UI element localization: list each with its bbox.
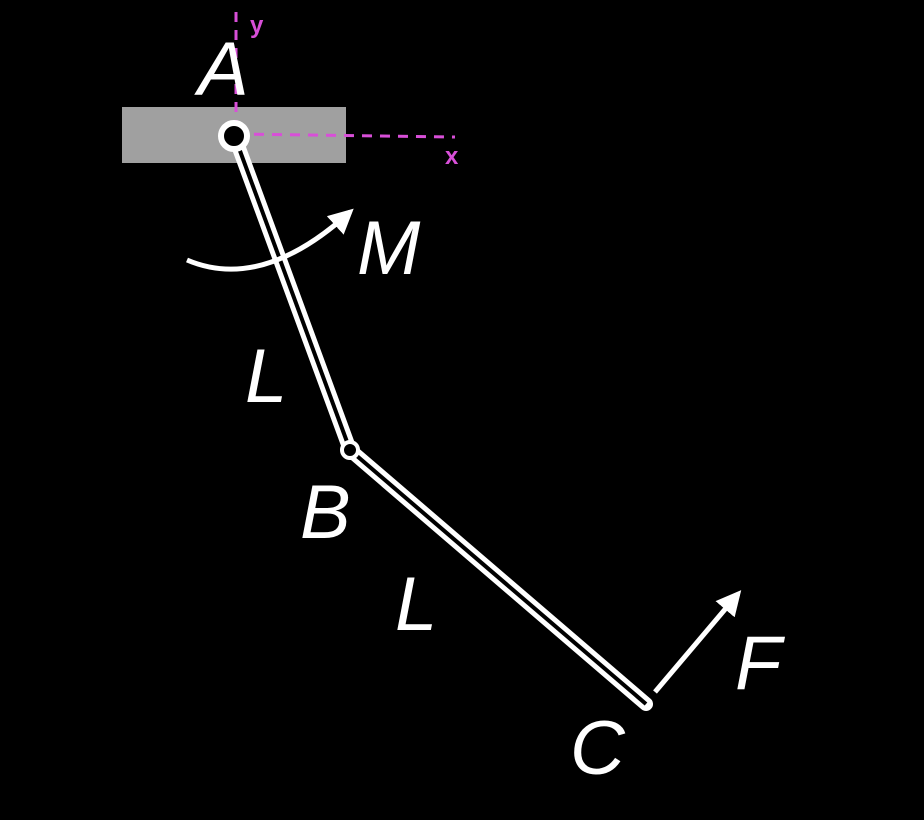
label-m: M [357,206,421,291]
force-arrow [653,590,742,694]
label-c: C [570,706,626,791]
bar-bc [343,443,653,711]
label-f: F [735,621,785,706]
label-a: A [194,27,249,112]
moment-arrow [186,208,354,272]
y-axis-label: y [250,12,264,39]
x-axis-label: x [445,143,459,170]
x-axis [235,132,456,139]
label-length-ab: L [245,334,287,419]
joint-b [340,440,360,460]
label-b: B [300,470,351,555]
label-length-bc: L [395,562,437,647]
pin-a [218,120,250,152]
bar-ab [229,133,357,457]
